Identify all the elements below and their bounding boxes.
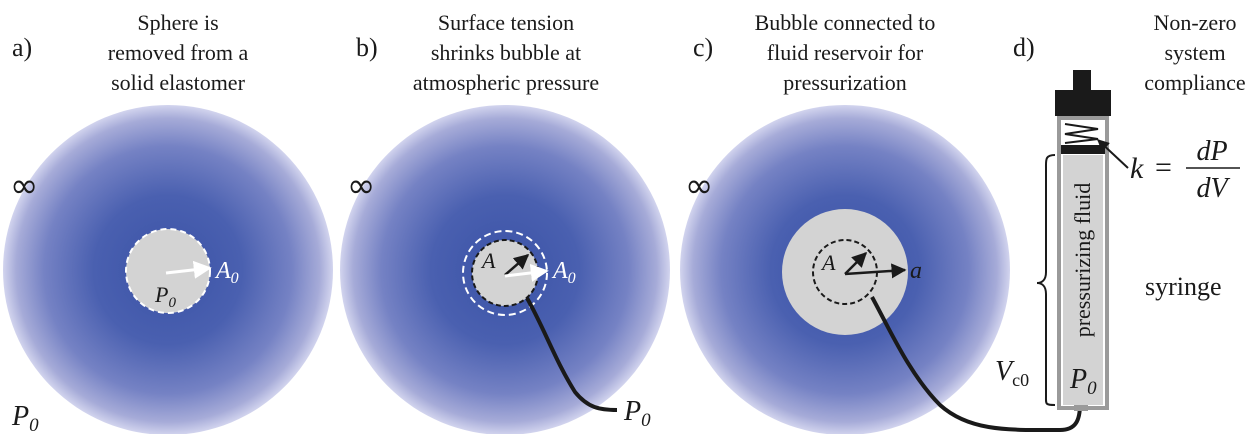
panel-a: a) Sphere is removed from a solid elasto… [3, 10, 333, 434]
panel-a-label: a) [12, 33, 32, 62]
panel-b-tube-pressure: P0 [623, 396, 651, 431]
panel-d-caption-line-1: Non-zero [1153, 10, 1236, 35]
panel-a-radius-label: A0 [214, 258, 239, 287]
panel-b-label: b) [356, 33, 378, 62]
panel-c-infinity-symbol: ∞ [685, 166, 713, 206]
panel-c-tube-to-syringe [870, 296, 1082, 433]
panel-d-label: d) [1013, 33, 1035, 62]
panel-a-caption-line-2: removed from a [108, 40, 249, 65]
syringe-fluid [1063, 155, 1103, 405]
syringe-fluid-label: pressurizing fluid [1070, 183, 1095, 338]
panel-c-label: c) [693, 33, 713, 62]
syringe-nozzle [1074, 405, 1088, 411]
stiffness-denominator: dV [1196, 173, 1230, 204]
syringe-label: syringe [1145, 272, 1222, 301]
syringe-plunger-stem [1073, 70, 1091, 92]
panel-b-reference-radius-arrow [504, 254, 530, 276]
panel-b-reference-radius-label: A [480, 248, 496, 273]
stiffness-pointer-arrow [1097, 139, 1129, 169]
volume-bracket [1036, 154, 1056, 406]
syringe-fluid-pressure: P0 [1069, 364, 1097, 399]
stiffness-numerator: dP [1196, 136, 1227, 167]
stiffness-symbol: k [1130, 152, 1144, 185]
panel-b-initial-radius-label: A0 [551, 258, 576, 287]
panel-b-caption-line-1: Surface tension [438, 10, 574, 35]
panel-a-bubble-pressure: P0 [154, 282, 176, 311]
panel-c-reference-radius-arrow [844, 251, 868, 275]
panel-b-initial-radius-arrow [504, 263, 549, 282]
syringe-spring-icon [1064, 123, 1099, 144]
panel-d-caption-line-2: system [1164, 40, 1225, 65]
panel-b-tube [525, 297, 618, 412]
panel-a-infinity-symbol: ∞ [10, 166, 38, 206]
syringe-plunger-handle [1055, 90, 1111, 116]
panel-b-caption-line-3: atmospheric pressure [413, 70, 599, 95]
panel-c-caption-line-3: pressurization [783, 70, 906, 95]
panel-a-far-pressure: P0 [11, 401, 39, 434]
panel-c-current-radius-label: a [910, 258, 922, 284]
panel-c: c) Bubble connected to fluid reservoir f… [680, 10, 1082, 434]
panel-b-caption-line-2: shrinks bubble at [431, 40, 581, 65]
panel-c-caption-line-2: fluid reservoir for [767, 40, 924, 65]
syringe-volume-label: Vc0 [995, 356, 1029, 390]
panel-d: d) Non-zero system compliance pressurizi… [995, 10, 1246, 411]
panel-a-caption-line-1: Sphere is [137, 10, 218, 35]
panel-a-radius-arrow [165, 260, 212, 279]
syringe-plunger-seal [1061, 145, 1105, 154]
panel-c-caption-line-1: Bubble connected to [755, 10, 936, 35]
panel-a-caption-line-3: solid elastomer [111, 70, 245, 95]
panel-c-reference-radius-label: A [820, 250, 836, 275]
panel-d-caption-line-3: compliance [1144, 70, 1245, 95]
panel-b-infinity-symbol: ∞ [347, 166, 375, 206]
panel-b: b) Surface tension shrinks bubble at atm… [340, 10, 670, 434]
stiffness-equals: = [1155, 151, 1172, 184]
panel-c-current-radius-arrow [844, 263, 907, 279]
